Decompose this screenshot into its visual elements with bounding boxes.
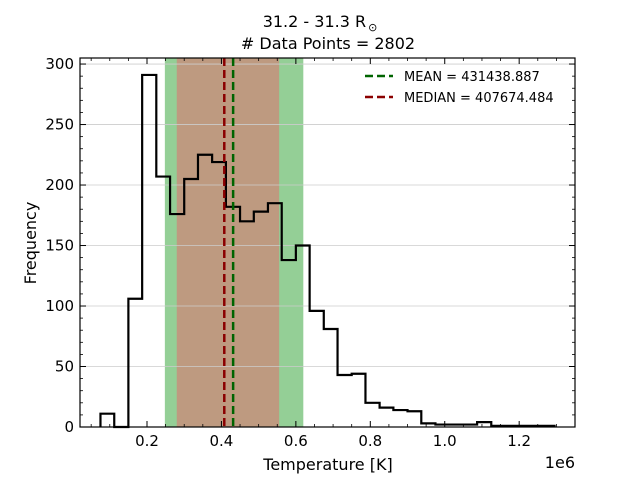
chart-title-line2: # Data Points = 2802 — [241, 34, 415, 53]
y-tick-label: 150 — [45, 237, 74, 255]
legend-mean-label: MEAN = 431438.887 — [404, 70, 540, 85]
x-tick-label: 1.0 — [433, 432, 457, 450]
y-tick-label: 50 — [55, 358, 74, 376]
histogram-bin — [338, 375, 352, 427]
y-tick-label: 250 — [45, 116, 74, 134]
histogram-bin — [408, 411, 422, 427]
x-tick-label: 0.4 — [209, 432, 233, 450]
y-tick-label: 0 — [64, 418, 74, 436]
histogram-bin — [380, 408, 394, 427]
y-tick-label: 200 — [45, 176, 74, 194]
x-tick-label: 0.8 — [358, 432, 382, 450]
axis-ticks: 0.2 0.4 0.6 0.8 1.0 1.2 0 50 100 150 200 250 300 — [45, 55, 576, 450]
shaded-band-2 — [176, 58, 280, 427]
x-tick-label: 0.2 — [135, 432, 159, 450]
histogram-bin — [393, 410, 407, 427]
histogram-bin — [365, 403, 379, 427]
histogram-bin — [100, 414, 114, 427]
x-tick-label: 0.6 — [284, 432, 308, 450]
histogram-bin — [142, 75, 156, 427]
y-tick-label: 300 — [45, 55, 74, 73]
plot-frame — [79, 57, 576, 428]
histogram-bin — [352, 374, 366, 427]
x-scale-offset-label: 1e6 — [545, 453, 575, 472]
x-tick-label: 1.2 — [507, 432, 531, 450]
histogram-bin — [324, 329, 338, 427]
histogram-bin — [310, 311, 324, 427]
x-axis-label: Temperature [K] — [262, 455, 392, 474]
histogram-bin — [128, 299, 142, 427]
legend: MEAN = 431438.887 MEDIAN = 407674.484 — [365, 70, 554, 106]
y-axis-label: Frequency — [21, 202, 40, 285]
legend-median-label: MEDIAN = 407674.484 — [404, 91, 554, 106]
histogram-bars — [99, 73, 556, 429]
chart-title-line1: 31.2 - 31.3 R ⊙ — [263, 12, 378, 34]
y-tick-label: 100 — [45, 297, 74, 315]
histogram-outline — [99, 73, 556, 429]
stat-lines — [223, 58, 235, 427]
grid-lines — [80, 63, 575, 367]
